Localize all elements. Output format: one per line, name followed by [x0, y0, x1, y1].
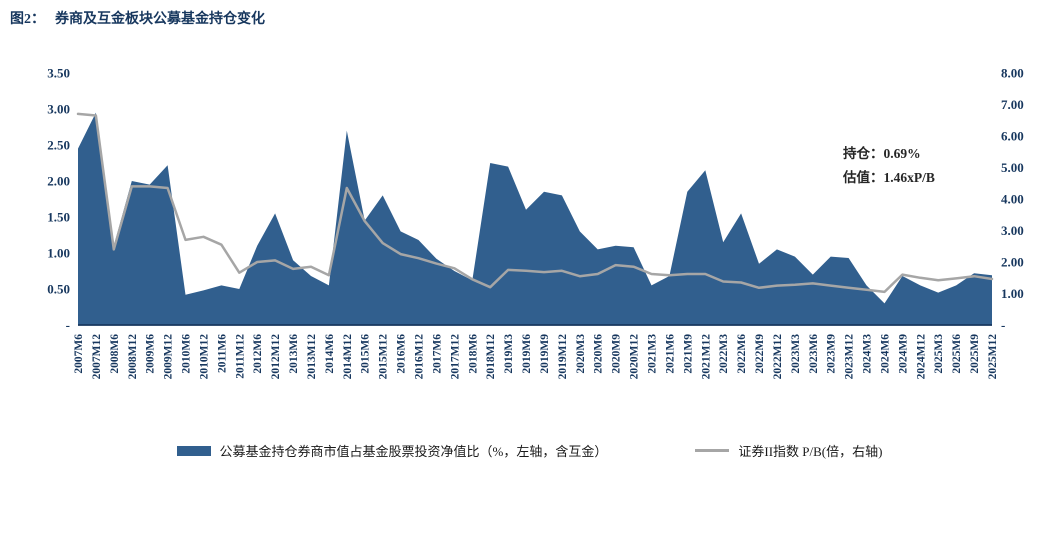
- x-axis-label: 2025M6: [951, 334, 963, 374]
- right-axis-tick: 5.00: [1001, 160, 1024, 175]
- x-axis-label: 2012M12: [270, 334, 282, 380]
- legend-label-holdings: 公募基金持仓券商市值占基金股票投资净值比（%，左轴，含互金）: [219, 444, 608, 459]
- x-axis-label: 2011M6: [216, 334, 228, 373]
- pb-line-series: [76, 112, 994, 294]
- left-axis-tick: 3.00: [47, 102, 70, 117]
- left-axis-tick: 3.50: [47, 66, 70, 81]
- x-axis-label: 2022M12: [772, 334, 784, 380]
- right-axis-tick: 8.00: [1001, 66, 1024, 81]
- left-axis-tick: 0.50: [47, 282, 70, 297]
- x-axis-label: 2023M9: [826, 334, 838, 374]
- x-axis-label: 2019M12: [557, 334, 569, 380]
- x-axis-label: 2016M6: [396, 334, 408, 374]
- x-axis-label: 2008M6: [109, 334, 121, 374]
- x-axis-label: 2020M12: [629, 334, 641, 380]
- x-axis-label: 2020M3: [575, 334, 587, 374]
- x-axis-label: 2025M3: [933, 334, 945, 374]
- x-axis-label: 2022M6: [736, 334, 748, 374]
- x-axis-label: 2020M6: [593, 334, 605, 374]
- chart-annotation: 持仓：0.69% 估值：1.46xP/B: [843, 142, 935, 189]
- x-axis-label: 2017M6: [431, 334, 443, 374]
- x-axis-label: 2024M12: [915, 334, 927, 380]
- x-axis-label: 2009M12: [163, 334, 175, 380]
- right-axis-tick: 6.00: [1001, 129, 1024, 144]
- x-axis-label: 2007M6: [73, 334, 85, 374]
- left-axis-tick: 1.00: [47, 246, 70, 261]
- x-axis-label: 2024M3: [862, 334, 874, 374]
- x-axis-label: 2023M3: [790, 334, 802, 374]
- holdings-area-series: [78, 112, 992, 325]
- right-axis-tick: 1.00: [1001, 286, 1024, 301]
- x-axis-label: 2021M3: [646, 334, 658, 374]
- x-axis-label: 2015M12: [378, 334, 390, 380]
- x-axis-label: 2018M6: [467, 334, 479, 374]
- right-axis-tick: 2.00: [1001, 255, 1024, 270]
- x-axis-label: 2019M3: [503, 334, 515, 374]
- x-axis-label: 2022M9: [754, 334, 766, 374]
- x-axis-label: 2020M9: [611, 334, 623, 374]
- x-axis-label: 2008M12: [127, 334, 139, 380]
- x-axis-label: 2014M12: [342, 334, 354, 380]
- right-axis-tick: 4.00: [1001, 192, 1024, 207]
- annotation-holding: 持仓：0.69%: [843, 146, 921, 161]
- right-axis-tick: 3.00: [1001, 223, 1024, 238]
- x-axis-label: 2010M6: [181, 334, 193, 374]
- figure-title-text: 券商及互金板块公募基金持仓变化: [55, 12, 265, 27]
- legend-item-pb: 证券II指数 P/B(倍，右轴): [695, 441, 882, 460]
- left-axis-tick: 1.50: [47, 210, 70, 225]
- x-axis-label: 2023M6: [808, 334, 820, 374]
- x-axis-label: 2013M6: [288, 334, 300, 374]
- x-axis-label: 2025M12: [987, 334, 999, 380]
- x-axis-label: 2012M6: [252, 334, 264, 374]
- x-axis-label: 2009M6: [145, 334, 157, 374]
- x-axis-label: 2011M12: [234, 334, 246, 379]
- x-axis-label: 2007M12: [91, 334, 103, 380]
- x-axis-label: 2019M6: [521, 334, 533, 374]
- figure-number-label: 图2：: [10, 12, 45, 27]
- line-swatch-icon: [695, 449, 730, 452]
- left-axis-tick: -: [66, 318, 70, 333]
- annotation-valuation: 估值：1.46xP/B: [843, 169, 935, 185]
- area-swatch-icon: [176, 445, 211, 456]
- x-axis-label: 2016M12: [414, 334, 426, 380]
- x-axis-label: 2014M6: [324, 334, 336, 374]
- x-axis-label: 2013M12: [306, 334, 318, 380]
- right-axis-tick: -: [1001, 318, 1005, 333]
- x-axis-label: 2021M9: [682, 334, 694, 374]
- x-axis-label: 2024M9: [897, 334, 909, 374]
- x-axis-label: 2021M6: [664, 334, 676, 374]
- x-axis-label: 2024M6: [879, 334, 891, 374]
- x-axis-label: 2018M12: [485, 334, 497, 380]
- left-axis-tick: 2.50: [47, 138, 70, 153]
- x-axis-label: 2019M9: [539, 334, 551, 374]
- figure-title: 图2： 券商及互金板块公募基金持仓变化: [10, 8, 265, 28]
- x-axis-label: 2023M12: [844, 334, 856, 380]
- x-axis-label: 2021M12: [700, 334, 712, 380]
- x-axis-label: 2022M3: [718, 334, 730, 374]
- legend-item-holdings: 公募基金持仓券商市值占基金股票投资净值比（%，左轴，含互金）: [176, 441, 608, 460]
- x-axis-label: 2015M6: [360, 334, 372, 374]
- x-axis-label: 2017M12: [449, 334, 461, 380]
- legend-label-pb: 证券II指数 P/B(倍，右轴): [738, 444, 883, 459]
- x-axis-label: 2010M12: [198, 334, 210, 380]
- x-axis-label: 2025M9: [969, 334, 981, 374]
- left-axis-tick: 2.00: [47, 174, 70, 189]
- chart-legend: 公募基金持仓券商市值占基金股票投资净值比（%，左轴，含互金） 证券II指数 P/…: [0, 441, 1059, 460]
- right-axis-tick: 7.00: [1001, 97, 1024, 112]
